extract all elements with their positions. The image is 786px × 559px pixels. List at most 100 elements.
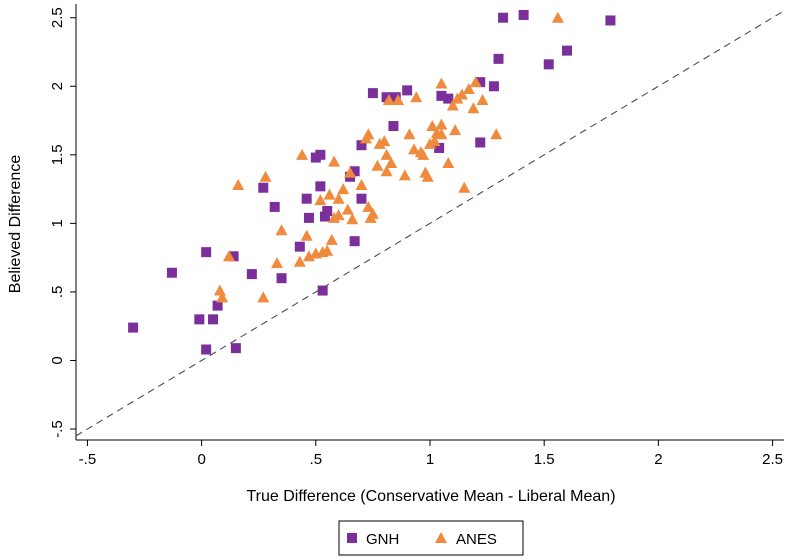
gnh-point xyxy=(208,314,219,325)
gnh-point xyxy=(475,137,486,148)
anes-point xyxy=(421,170,434,182)
anes-point xyxy=(321,244,334,256)
gnh-point xyxy=(475,77,486,88)
legend: GNH ANES xyxy=(338,520,524,556)
anes-point xyxy=(467,102,480,114)
anes-point xyxy=(328,155,341,167)
x-tick-label: 1.5 xyxy=(534,451,555,468)
gnh-point xyxy=(367,88,378,99)
anes-point xyxy=(398,169,411,181)
gnh-point xyxy=(498,12,509,23)
anes-point xyxy=(392,93,405,105)
gnh-point xyxy=(315,181,326,192)
anes-point xyxy=(325,233,338,245)
x-tick-label: -.5 xyxy=(79,451,97,468)
anes-point xyxy=(296,148,309,160)
data-points xyxy=(128,9,616,355)
gnh-point xyxy=(301,193,312,204)
legend-anes-marker xyxy=(435,532,447,543)
y-tick-label: 1.5 xyxy=(49,144,66,165)
gnh-point xyxy=(434,142,445,153)
y-tick-label: 2.5 xyxy=(49,7,66,28)
anes-point xyxy=(366,207,379,219)
anes-point xyxy=(428,135,441,147)
gnh-point xyxy=(488,81,499,92)
gnh-point xyxy=(605,15,616,26)
y-tick-label: 1 xyxy=(49,219,66,227)
gnh-point xyxy=(303,212,314,223)
legend-box xyxy=(338,520,524,556)
anes-point xyxy=(213,284,226,296)
anes-point xyxy=(293,255,306,267)
legend-gnh-marker xyxy=(347,533,357,543)
gnh-point xyxy=(322,206,333,217)
anes-point xyxy=(371,159,384,171)
y-tick-label: .5 xyxy=(49,286,66,299)
gnh-point xyxy=(388,121,399,132)
gnh-point xyxy=(246,269,257,280)
anes-point xyxy=(257,291,270,303)
anes-point xyxy=(275,224,288,236)
anes-point xyxy=(417,148,430,160)
anes-point xyxy=(362,200,375,212)
anes-point xyxy=(344,166,357,178)
anes-point xyxy=(300,229,313,241)
legend-gnh-label: GNH xyxy=(366,531,399,548)
gnh-point xyxy=(269,201,280,212)
gnh-point xyxy=(128,322,139,333)
legend-anes-label: ANES xyxy=(456,531,497,548)
gnh-point xyxy=(228,251,239,262)
gnh-point xyxy=(436,90,447,101)
x-tick-label: 0 xyxy=(197,451,205,468)
gnh-point xyxy=(356,193,367,204)
anes-point xyxy=(442,157,455,169)
gnh-point xyxy=(194,314,205,325)
anes-point xyxy=(362,128,375,140)
gnh-point xyxy=(349,166,360,177)
anes-point xyxy=(403,128,416,140)
anes-point xyxy=(476,93,489,105)
gnh-point xyxy=(258,182,269,193)
anes-point xyxy=(435,118,448,130)
gnh-point xyxy=(381,92,392,103)
anes-point xyxy=(378,135,391,147)
anes-point xyxy=(259,170,272,182)
anes-point xyxy=(469,76,482,88)
series-gnh xyxy=(128,9,616,355)
anes-point xyxy=(458,181,471,193)
series-anes xyxy=(213,11,564,303)
anes-point xyxy=(382,93,395,105)
anes-point xyxy=(408,143,421,155)
anes-point xyxy=(410,91,423,103)
gnh-point xyxy=(443,93,454,104)
anes-point xyxy=(332,192,345,204)
anes-point xyxy=(341,203,354,215)
gnh-point xyxy=(201,247,212,258)
gnh-point xyxy=(276,273,287,284)
x-tick-label: 2 xyxy=(654,451,662,468)
anes-point xyxy=(435,128,448,140)
anes-point xyxy=(346,213,359,225)
anes-point xyxy=(332,209,345,221)
gnh-point xyxy=(390,92,401,103)
anes-point xyxy=(426,120,439,132)
x-tick-label: 2.5 xyxy=(762,451,783,468)
gnh-point xyxy=(294,241,305,252)
anes-point xyxy=(216,291,229,303)
reference-line-45deg xyxy=(75,10,785,437)
gnh-point xyxy=(349,236,360,247)
anes-point xyxy=(551,11,564,23)
anes-point xyxy=(455,88,468,100)
plot-frame xyxy=(75,4,784,441)
anes-point xyxy=(435,77,448,89)
gnh-point xyxy=(212,300,223,311)
x-axis-ticks: -.5 0 .5 1 1.5 2 2.5 xyxy=(79,440,783,468)
gnh-point xyxy=(356,140,367,151)
anes-point xyxy=(385,157,398,169)
anes-point xyxy=(314,194,327,206)
anes-point xyxy=(380,148,393,160)
gnh-point xyxy=(315,149,326,160)
gnh-point xyxy=(562,45,573,56)
anes-point xyxy=(449,124,462,136)
